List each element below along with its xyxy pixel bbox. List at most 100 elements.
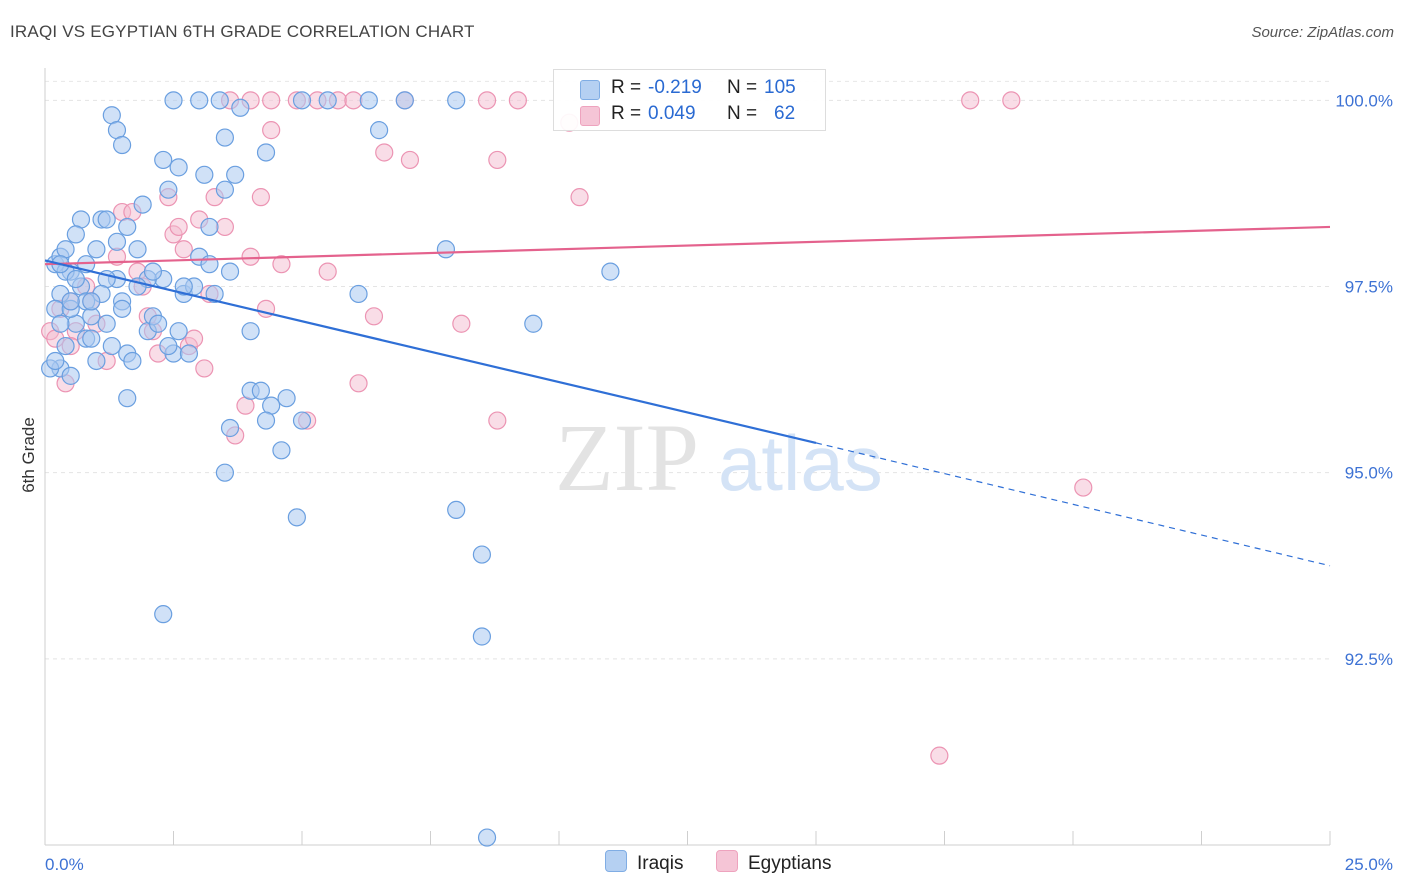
egyptian-point-32 xyxy=(251,188,270,207)
iraqi-point-27 xyxy=(148,314,168,333)
egyptian-swatch xyxy=(580,106,600,126)
iraqi-r-value: -0.219 xyxy=(648,77,702,98)
iraqi-point-45 xyxy=(231,98,250,117)
egyptian-point-47 xyxy=(1002,91,1021,110)
iraqi-point-101 xyxy=(174,277,193,296)
egyptian-point-36 xyxy=(318,262,337,281)
iraqi-point-34 xyxy=(118,217,137,237)
egyptian-point-42 xyxy=(488,411,507,430)
x-tick-label-max: 25.0% xyxy=(1345,855,1393,874)
iraqi-point-103 xyxy=(251,381,270,400)
y-tick-label-3: 100.0% xyxy=(1335,91,1393,110)
egyptian-point-46 xyxy=(961,91,980,110)
egyptian-point-48 xyxy=(1074,478,1093,497)
iraqi-point-20 xyxy=(102,336,121,356)
egyptian-point-41 xyxy=(452,314,471,333)
iraqi-point-60 xyxy=(179,344,199,363)
iraqi-point-17 xyxy=(66,225,85,244)
egyptian-legend-label: Egyptians xyxy=(748,853,832,874)
iraqi-point-55 xyxy=(447,91,466,110)
iraqi-point-84 xyxy=(61,366,80,385)
iraqi-point-97 xyxy=(82,292,101,311)
iraqi-point-77 xyxy=(154,605,173,624)
iraqi-point-47 xyxy=(190,91,209,110)
egyptian-point-38 xyxy=(364,307,384,326)
iraqi-n-value: 105 xyxy=(764,77,796,98)
egyptian-legend-swatch xyxy=(716,850,738,872)
egyptian-trend-line xyxy=(44,225,1331,266)
axes xyxy=(44,68,1331,846)
egyptian-n-label: N = xyxy=(727,103,758,124)
egyptian-r-label: R = xyxy=(611,103,642,124)
bottom-legend-egyptian[interactable]: Egyptians xyxy=(716,850,831,875)
correlation-legend: R = -0.219 N = 105 R = 0.049 N = 62 xyxy=(553,69,826,131)
iraqi-point-35 xyxy=(107,232,127,251)
watermark-zip: ZIP xyxy=(555,404,699,511)
iraqi-point-61 xyxy=(205,284,224,304)
iraqi-point-76 xyxy=(601,262,620,281)
iraqi-legend-label: Iraqis xyxy=(637,853,684,874)
y-tick-label-0: 92.5% xyxy=(1345,650,1393,669)
iraqi-point-79 xyxy=(477,828,497,847)
watermark-atlas: atlas xyxy=(718,419,883,507)
iraqi-point-37 xyxy=(133,195,152,214)
iraqi-point-38 xyxy=(159,180,178,199)
iraqi-point-74 xyxy=(287,508,306,527)
iraqi-point-53 xyxy=(370,121,389,140)
bottom-legend-iraqi[interactable]: Iraqis xyxy=(605,850,683,875)
iraqi-point-89 xyxy=(82,329,101,348)
iraqi-point-67 xyxy=(272,441,291,460)
iraqi-trend-line xyxy=(44,259,817,444)
iraqi-point-69 xyxy=(220,418,240,438)
iraqi-points xyxy=(41,91,620,847)
egyptian-point-58 xyxy=(477,91,497,110)
iraqi-point-64 xyxy=(277,389,296,408)
iraqi-point-70 xyxy=(241,322,260,341)
iraqi-point-104 xyxy=(51,314,70,333)
iraqi-point-7 xyxy=(56,336,75,356)
egyptian-point-31 xyxy=(241,247,260,266)
y-tick-label-1: 95.0% xyxy=(1345,464,1393,483)
iraqi-point-15 xyxy=(97,210,116,229)
iraqi-point-102 xyxy=(220,262,240,281)
egyptian-point-43 xyxy=(488,150,507,170)
y-tick-label-2: 97.5% xyxy=(1345,278,1393,297)
trend-lines xyxy=(44,225,1331,567)
egyptian-point-39 xyxy=(375,143,394,162)
egyptian-point-40 xyxy=(400,150,420,170)
iraqi-point-92 xyxy=(143,262,163,281)
iraqi-point-57 xyxy=(200,217,219,237)
iraqi-point-99 xyxy=(118,389,137,408)
egyptian-point-28 xyxy=(215,217,234,237)
iraqi-point-56 xyxy=(436,240,456,259)
iraqi-point-29 xyxy=(169,322,188,341)
egyptian-point-20 xyxy=(169,217,188,237)
iraqi-point-41 xyxy=(195,165,214,184)
iraqi-trend-extension xyxy=(815,442,1331,567)
axis-labels: 92.5% 95.0% 97.5% 100.0% 0.0% 25.0% 6th Grade xyxy=(19,91,1393,874)
egyptian-point-56 xyxy=(344,91,363,110)
iraqi-point-100 xyxy=(159,336,178,356)
iraqi-point-40 xyxy=(169,158,188,177)
egyptian-point-21 xyxy=(174,240,193,259)
iraqi-point-48 xyxy=(210,91,229,110)
iraqi-point-65 xyxy=(256,411,276,430)
iraqi-point-44 xyxy=(215,128,234,147)
egyptian-r-value: 0.049 xyxy=(648,103,696,124)
iraqi-point-13 xyxy=(87,240,106,259)
iraqi-point-95 xyxy=(46,351,65,371)
iraqi-point-96 xyxy=(66,269,85,289)
iraqi-n-label: N = xyxy=(727,77,758,98)
egyptian-point-59 xyxy=(508,91,527,110)
iraqi-swatch xyxy=(580,80,600,100)
iraqi-legend-swatch xyxy=(605,850,627,872)
iraqi-point-43 xyxy=(226,165,245,184)
iraqi-point-98 xyxy=(112,299,132,318)
iraqi-point-71 xyxy=(349,284,368,304)
egyptian-point-49 xyxy=(930,746,949,765)
iraqi-point-46 xyxy=(164,91,183,110)
iraqi-point-51 xyxy=(318,91,337,110)
iraqi-point-68 xyxy=(215,463,234,482)
iraqi-r-label: R = xyxy=(611,77,642,98)
